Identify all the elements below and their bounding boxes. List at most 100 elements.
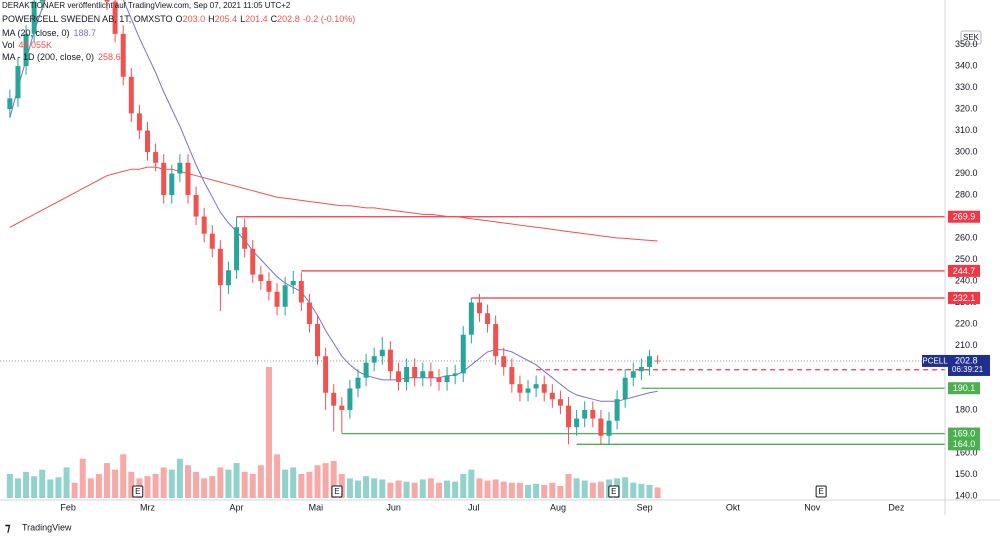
candle-body bbox=[185, 162, 191, 196]
ma200-line bbox=[9, 166, 658, 242]
candle-body bbox=[655, 360, 661, 362]
volume-bar bbox=[55, 477, 62, 498]
level-tag bbox=[948, 427, 980, 440]
candle-body bbox=[355, 377, 361, 389]
candle-body bbox=[509, 366, 515, 385]
volume-bar bbox=[209, 476, 216, 498]
volume-bar bbox=[638, 483, 645, 498]
y-tick-label: 320.0 bbox=[955, 103, 978, 113]
volume-bar bbox=[435, 482, 442, 498]
x-tick-label: Okt bbox=[726, 502, 741, 512]
ohlc-key: C bbox=[271, 14, 278, 24]
volume-bar bbox=[23, 471, 30, 498]
volume-bar bbox=[622, 477, 629, 498]
level-tag bbox=[948, 210, 980, 223]
candle-body bbox=[23, 33, 29, 67]
candle-body bbox=[404, 366, 410, 383]
candle-body bbox=[15, 66, 21, 99]
volume-bar bbox=[104, 463, 111, 498]
x-tick-label: Jul bbox=[468, 502, 480, 512]
candle-body bbox=[144, 130, 150, 153]
y-tick-label: 180.0 bbox=[955, 404, 978, 414]
volume-bar bbox=[282, 469, 289, 498]
earnings-box bbox=[608, 485, 620, 498]
candle-body bbox=[622, 377, 628, 400]
indicator-value: 188.7 bbox=[74, 28, 97, 38]
y-tick-label: 160.0 bbox=[955, 447, 978, 457]
volume-bar bbox=[322, 463, 329, 498]
volume-bar bbox=[654, 487, 661, 498]
volume-bar bbox=[330, 460, 337, 498]
y-tick-label: 280.0 bbox=[955, 189, 978, 199]
volume-bar bbox=[95, 473, 102, 498]
candle-body bbox=[347, 388, 353, 410]
candle-body bbox=[444, 375, 450, 383]
brand-logo: ⁊ bbox=[5, 522, 11, 534]
volume-bar bbox=[217, 467, 224, 498]
y-tick-label: 240.0 bbox=[955, 275, 978, 285]
candle-body bbox=[104, 0, 110, 2]
candle-body bbox=[363, 362, 369, 378]
volume-bar bbox=[176, 458, 183, 498]
candle-body bbox=[242, 227, 248, 249]
indicator-legend: Vol 48.055K bbox=[2, 40, 52, 50]
volume-bar bbox=[468, 469, 475, 498]
candle-body bbox=[501, 356, 507, 367]
brand: TradingView bbox=[22, 522, 72, 532]
volume-bar bbox=[233, 463, 240, 498]
volume-bar bbox=[646, 484, 653, 498]
volume-bar bbox=[241, 471, 248, 498]
x-tick-label: Aug bbox=[550, 502, 566, 512]
level-tag bbox=[948, 264, 980, 277]
candle-body bbox=[371, 356, 377, 363]
x-tick-label: Mrz bbox=[140, 502, 155, 512]
candle-body bbox=[234, 227, 240, 271]
x-tick-label: Nov bbox=[804, 502, 821, 512]
candle-body bbox=[225, 270, 231, 286]
y-tick-label: 350.0 bbox=[955, 39, 978, 49]
ohlc-key: O bbox=[176, 14, 183, 24]
candle-body bbox=[614, 399, 620, 421]
volume-bar bbox=[460, 473, 467, 498]
volume-bar bbox=[630, 482, 637, 498]
candle-body bbox=[517, 384, 523, 393]
earnings-label: E bbox=[818, 487, 823, 496]
candle-body bbox=[420, 371, 426, 378]
y-tick-label: 330.0 bbox=[955, 82, 978, 92]
indicator-value: 258.6 bbox=[98, 52, 121, 62]
candle-body bbox=[460, 334, 466, 374]
volume-bar bbox=[257, 465, 264, 498]
indicator-name: Vol bbox=[2, 40, 15, 50]
candle-body bbox=[395, 371, 401, 383]
candle-body bbox=[339, 405, 345, 410]
earnings-box bbox=[815, 485, 827, 498]
candle-body bbox=[282, 285, 288, 307]
candle-body bbox=[112, 1, 118, 34]
indicator-value: 48.055K bbox=[19, 40, 53, 50]
level-tag bbox=[948, 438, 980, 451]
volume-bar bbox=[363, 476, 370, 498]
symbol-tag bbox=[922, 354, 948, 367]
candle-body bbox=[274, 291, 280, 307]
candle-body bbox=[638, 366, 644, 372]
volume-bar bbox=[597, 481, 604, 498]
earnings-label: E bbox=[135, 487, 140, 496]
candle-body bbox=[412, 366, 418, 378]
volume-bar bbox=[39, 469, 46, 498]
volume-bar bbox=[31, 476, 38, 498]
currency-box bbox=[960, 30, 982, 45]
y-tick-label: 140.0 bbox=[955, 490, 978, 500]
volume-bar bbox=[395, 480, 402, 498]
candle-body bbox=[476, 302, 482, 314]
volume-bar bbox=[14, 478, 21, 498]
candle-body bbox=[161, 162, 167, 196]
candle-body bbox=[177, 162, 183, 174]
volume-bar bbox=[168, 469, 175, 498]
volume-bar bbox=[225, 469, 232, 498]
candle-body bbox=[136, 113, 142, 131]
volume-bar bbox=[403, 481, 410, 498]
candle-body bbox=[646, 356, 652, 367]
candle-body bbox=[436, 377, 442, 383]
volume-bar bbox=[557, 485, 564, 498]
volume-bar bbox=[144, 476, 151, 498]
